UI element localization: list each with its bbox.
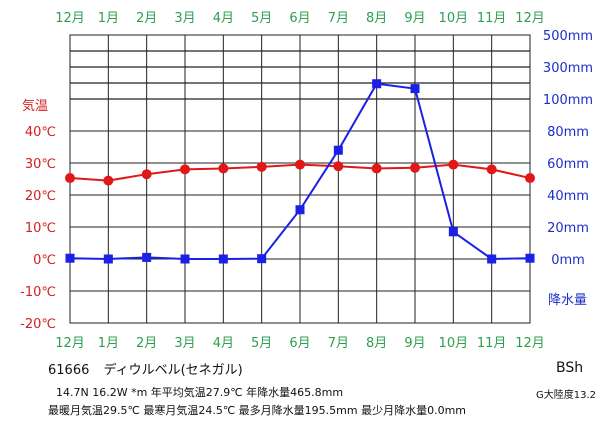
precipitation-point [487,254,497,264]
precipitation-point [525,253,535,263]
bottom-month-label: 12月 [55,336,85,351]
precipitation-tick-label: 20mm [547,221,589,236]
bottom-month-label: 9月 [404,336,425,351]
temperature-tick-label: 30℃ [25,157,56,172]
bottom-month-label: 3月 [174,336,195,351]
series [65,79,535,264]
station-id: 61666 [48,363,90,378]
bottom-month-label: 8月 [366,336,387,351]
bottom-month-label: 1月 [98,336,119,351]
top-month-label: 5月 [251,11,272,26]
top-month-label: 10月 [439,11,469,26]
temperature-point [295,159,305,170]
temperature-axis-ticks: 40℃ 30℃ 20℃ 10℃ 0℃ -10℃ -20℃ [20,125,56,332]
precipitation-axis-ticks: 500mm 300mm 100mm 80mm 60mm 40mm 20mm 0mm [543,29,593,268]
temperature-point [486,164,497,175]
precipitation-point [448,227,458,237]
temperature-point [448,159,459,170]
top-month-label: 12月 [55,11,85,26]
top-month-label: 3月 [174,11,195,26]
precipitation-tick-label: 80mm [547,125,589,140]
temperature-point [103,175,114,186]
bottom-month-label: 11月 [477,336,507,351]
temperature-point [525,173,535,184]
top-month-label: 4月 [213,11,234,26]
bottom-month-label: 7月 [328,336,349,351]
precipitation-point [257,254,267,264]
precipitation-tick-label: 40mm [547,189,589,204]
precipitation-point [410,84,420,94]
precipitation-point [142,252,152,262]
top-month-label: 2月 [136,11,157,26]
temperature-tick-label: -10℃ [20,285,56,300]
bottom-month-label: 6月 [289,336,310,351]
temperature-point [256,161,267,172]
top-month-label: 8月 [366,11,387,26]
grid [69,34,531,324]
climate-classification: BSh [556,360,584,376]
precipitation-point [103,254,113,264]
station-name: ディウルベル(セネガル) [103,363,243,378]
top-month-label: 11月 [477,11,507,26]
temperature-point [371,163,382,174]
precipitation-point [333,145,343,155]
temperature-point [333,161,344,172]
temperature-point [65,173,75,184]
precipitation-point [218,254,228,264]
station-info-line-2: 最暖月気温29.5℃ 最寒月気温24.5℃ 最多月降水量195.5mm 最少月降… [48,404,467,417]
top-month-label: 6月 [289,11,310,26]
bottom-month-label: 12月 [515,336,545,351]
top-month-label: 9月 [404,11,425,26]
bottom-month-labels: 12月 1月 2月 3月 4月 5月 6月 7月 8月 9月 10月 11月 12月 [55,336,545,351]
top-month-labels: 12月 1月 2月 3月 4月 5月 6月 7月 8月 9月 10月 11月 12月 [55,11,545,26]
precipitation-point [295,205,305,215]
precipitation-tick-label: 300mm [543,61,593,76]
top-month-label: 1月 [98,11,119,26]
temperature-point [180,164,190,175]
station-info-line-1: 14.7N 16.2W *m 年平均気温27.9℃ 年降水量465.8mm [56,386,344,399]
precipitation-point [372,79,382,89]
temperature-tick-label: 20℃ [25,189,56,204]
precipitation-tick-label: 0mm [551,253,585,268]
precipitation-point [65,253,75,263]
bottom-month-label: 4月 [213,336,234,351]
temperature-axis-label: 気温 [22,98,48,114]
station-header: 61666 ディウルベル(セネガル) [48,359,243,378]
temperature-tick-label: -20℃ [20,317,56,332]
precipitation-tick-label: 60mm [547,157,589,172]
temperature-point [218,163,229,174]
precipitation-tick-label: 500mm [543,29,593,44]
temperature-point [410,162,420,173]
bottom-month-label: 10月 [439,336,469,351]
temperature-tick-label: 10℃ [25,221,56,236]
bottom-month-label: 2月 [136,336,157,351]
top-month-label: 7月 [328,11,349,26]
temperature-point [141,169,152,180]
temperature-tick-label: 0℃ [33,253,56,268]
continentality-index: G大陸度13.2 [536,390,597,401]
top-month-label: 12月 [515,11,545,26]
bottom-month-label: 5月 [251,336,272,351]
precipitation-axis-label: 降水量 [548,293,587,308]
precipitation-point [180,254,190,264]
temperature-tick-label: 40℃ [25,125,56,140]
precipitation-tick-label: 100mm [543,93,593,108]
